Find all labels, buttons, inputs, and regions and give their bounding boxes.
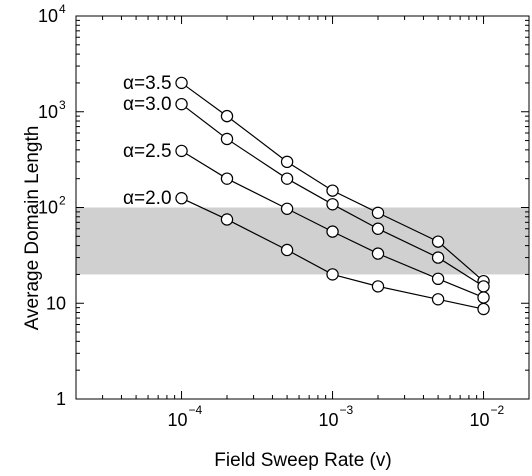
- series-markers-layer: [175, 76, 490, 316]
- data-point: [477, 302, 490, 316]
- data-point: [280, 172, 294, 185]
- data-point: [431, 251, 445, 264]
- shaded-band-layer: [76, 207, 529, 275]
- data-point: [280, 243, 294, 257]
- x-tick-exponent: −2: [491, 403, 505, 417]
- labels-layer: α=3.5α=3.0 α=2.5 α=2.0: [123, 73, 172, 209]
- y-tick-exponent: 3: [59, 98, 66, 112]
- data-point: [220, 172, 234, 185]
- x-tick-exponent: −4: [189, 403, 203, 417]
- y-tick-label: 10: [38, 102, 58, 122]
- shaded-band: [76, 207, 529, 275]
- data-point: [280, 155, 294, 169]
- x-axis-title: Field Sweep Rate (v): [214, 450, 391, 471]
- data-point: [175, 76, 188, 90]
- y-axis-title: Average Domain Length: [22, 126, 43, 331]
- y-tick-label: 1: [56, 389, 66, 409]
- data-point: [220, 213, 234, 226]
- data-point: [477, 291, 490, 304]
- y-tick-label: 10: [38, 6, 58, 26]
- data-point: [175, 192, 188, 205]
- data-point: [371, 280, 385, 293]
- data-point: [326, 198, 339, 211]
- data-point: [431, 293, 445, 306]
- y-tick-label: 10: [38, 198, 58, 218]
- data-point: [371, 222, 385, 235]
- y-tick-exponent: 2: [59, 194, 66, 208]
- data-point: [220, 109, 234, 123]
- series-label: α=3.5: [123, 73, 172, 94]
- data-point: [326, 225, 339, 238]
- data-point: [431, 272, 445, 286]
- data-point: [477, 280, 490, 293]
- data-point: [431, 235, 445, 248]
- x-tick-label: 10: [319, 410, 339, 430]
- x-tick-label: 10: [470, 410, 490, 430]
- data-point: [371, 206, 385, 220]
- series-label: α=2.0: [123, 188, 172, 209]
- data-point: [220, 132, 234, 146]
- y-tick-label: 10: [46, 293, 66, 313]
- data-point: [175, 97, 188, 111]
- data-point: [326, 184, 339, 197]
- data-point: [371, 247, 385, 260]
- x-tick-exponent: −3: [340, 403, 354, 417]
- y-tick-exponent: 4: [59, 2, 66, 16]
- data-point: [175, 144, 188, 158]
- data-point: [326, 268, 339, 281]
- series-label: α=3.0: [123, 94, 172, 115]
- data-point: [280, 202, 294, 215]
- x-tick-label: 10: [168, 410, 188, 430]
- series-label: α=2.5: [123, 141, 172, 162]
